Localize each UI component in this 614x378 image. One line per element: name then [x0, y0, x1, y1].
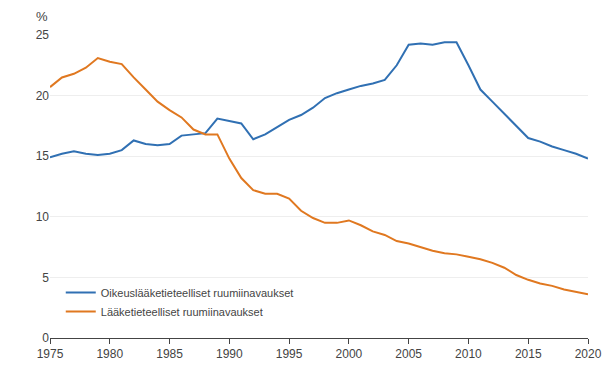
svg-text:2020: 2020 — [575, 347, 602, 361]
svg-text:15: 15 — [36, 149, 50, 163]
svg-text:Lääketieteelliset ruumiinavauk: Lääketieteelliset ruumiinavaukset — [101, 306, 263, 318]
svg-text:1990: 1990 — [216, 347, 243, 361]
svg-text:10: 10 — [36, 210, 50, 224]
svg-text:1980: 1980 — [96, 347, 123, 361]
svg-text:20: 20 — [36, 89, 50, 103]
svg-text:5: 5 — [42, 271, 49, 285]
svg-text:2000: 2000 — [336, 347, 363, 361]
svg-text:0: 0 — [42, 331, 49, 345]
svg-text:2005: 2005 — [395, 347, 422, 361]
svg-text:1985: 1985 — [156, 347, 183, 361]
svg-text:1975: 1975 — [37, 347, 64, 361]
svg-text:25: 25 — [36, 28, 50, 42]
svg-text:2010: 2010 — [455, 347, 482, 361]
svg-text:2015: 2015 — [515, 347, 542, 361]
svg-text:1995: 1995 — [276, 347, 303, 361]
svg-text:Oikeuslääketieteelliset ruumii: Oikeuslääketieteelliset ruumiinavaukset — [101, 287, 294, 299]
svg-text:%: % — [36, 9, 48, 24]
